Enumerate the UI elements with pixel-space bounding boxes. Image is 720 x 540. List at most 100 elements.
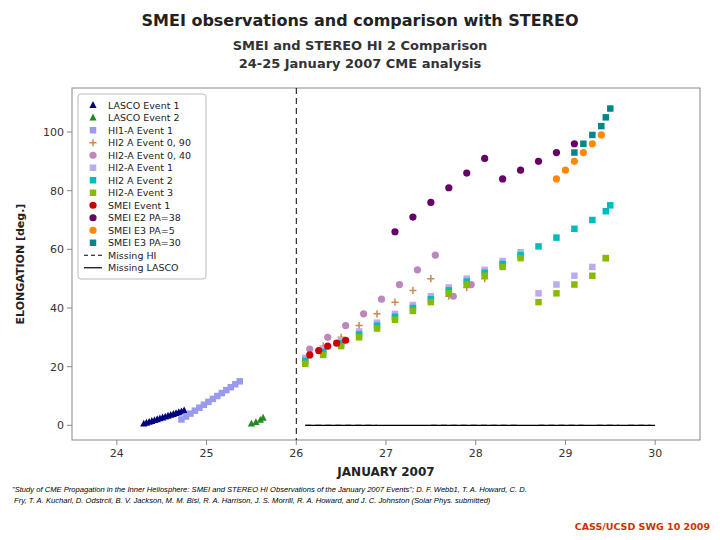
subtitle: 24-25 January 2007 CME analysis [239, 56, 482, 71]
x-tick [475, 440, 476, 445]
x-tick-label: 30 [648, 447, 662, 460]
point [306, 351, 313, 358]
point [414, 266, 421, 273]
point [237, 378, 243, 384]
y-tick-label: 80 [50, 185, 64, 198]
legend-label: HI2-A Event 3 [108, 187, 173, 198]
point [373, 310, 380, 317]
point [603, 114, 609, 120]
legend-swatch [90, 177, 96, 183]
point [409, 287, 416, 294]
x-tick-label: 28 [469, 447, 483, 460]
point [571, 140, 578, 147]
y-tick [67, 308, 72, 309]
point [589, 140, 596, 147]
point [517, 167, 524, 174]
point [427, 275, 434, 282]
chart: SMEI observations and comparison with ST… [0, 0, 720, 540]
x-axis: 24252627282930JANUARY 2007 [110, 440, 662, 479]
point [603, 255, 609, 261]
point [342, 337, 349, 344]
point [481, 272, 487, 278]
legend-label: HI1-A Event 1 [108, 125, 173, 136]
footer-line: Fry, T. A. Kucharl, D. Odstrcil, B. V. J… [12, 496, 491, 505]
point [553, 234, 559, 240]
point [571, 158, 578, 165]
series-points [140, 407, 188, 427]
legend-swatch [89, 114, 96, 121]
point [571, 272, 577, 278]
point [432, 252, 439, 259]
legend-label: LASCO Event 1 [108, 100, 179, 111]
legend-label: Missing HI [108, 250, 156, 261]
point [378, 296, 385, 303]
y-axis-label: ELONGATION [deg.] [14, 204, 27, 325]
series-points [248, 414, 267, 427]
point [562, 167, 569, 174]
point [603, 255, 609, 261]
x-tick [565, 440, 566, 445]
series-points [306, 337, 349, 359]
x-tick-label: 27 [379, 447, 393, 460]
point [571, 281, 577, 287]
x-tick [116, 440, 117, 445]
legend-label: Missing LASCO [108, 262, 179, 273]
point [535, 299, 541, 305]
x-tick [655, 440, 656, 445]
point [481, 155, 488, 162]
legend-label: HI2 A Event 2 [108, 175, 173, 186]
series-points [571, 105, 613, 155]
legend-swatch [84, 267, 102, 268]
point [259, 414, 266, 421]
annotations: "Study of CME Propagation in the Inner H… [12, 485, 710, 532]
series-points [178, 378, 243, 423]
legend-label: SMEI E3 PA=5 [108, 225, 175, 236]
y-tick-label: 0 [57, 419, 64, 432]
x-tick [296, 440, 297, 445]
legend-box [78, 94, 206, 279]
point [553, 175, 560, 182]
x-tick [206, 440, 207, 445]
x-axis-label: JANUARY 2007 [336, 465, 434, 479]
x-tick-label: 29 [558, 447, 572, 460]
legend-swatch [89, 214, 96, 221]
point [535, 243, 541, 249]
series-points [553, 131, 605, 182]
point [580, 140, 586, 146]
point [499, 264, 505, 270]
legend-label: SMEI E2 PA=38 [108, 212, 181, 223]
legend-swatch [84, 255, 102, 256]
y-axis: 020406080100ELONGATION [deg.] [14, 126, 72, 432]
point [571, 226, 577, 232]
x-tick [386, 440, 387, 445]
point [464, 281, 470, 287]
point [445, 184, 452, 191]
reference-line [296, 88, 297, 440]
point [603, 208, 609, 214]
y-tick-label: 60 [50, 243, 64, 256]
series-points [302, 202, 614, 364]
point [427, 199, 434, 206]
legend-label: HI2 A Event 0, 90 [108, 137, 191, 148]
y-tick [67, 132, 72, 133]
point [181, 407, 188, 414]
point [589, 217, 595, 223]
legend-swatch [89, 152, 96, 159]
y-tick [67, 190, 72, 191]
y-tick [67, 366, 72, 367]
point [342, 322, 349, 329]
point [571, 149, 577, 155]
y-tick-label: 40 [50, 302, 64, 315]
x-tick-label: 24 [110, 447, 124, 460]
point [607, 202, 613, 208]
footer-text: "Study of CME Propagation in the Inner H… [12, 485, 527, 505]
point [517, 255, 523, 261]
series-points [306, 275, 488, 358]
point [553, 281, 559, 287]
legend-swatch [89, 101, 96, 108]
point [302, 360, 308, 366]
point [535, 158, 542, 165]
point [589, 272, 595, 278]
legend-swatch [89, 139, 96, 146]
point [463, 169, 470, 176]
